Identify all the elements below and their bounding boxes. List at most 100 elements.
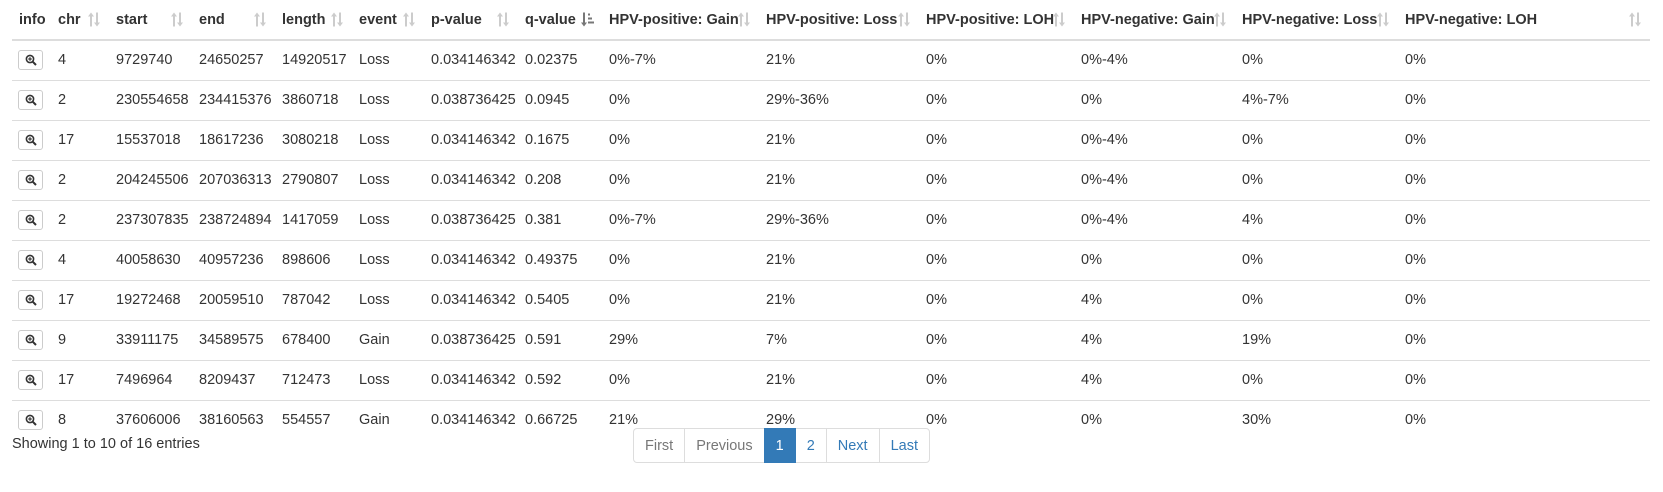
cell-hpv-positive-loh: 0% bbox=[919, 239, 1074, 280]
cell-hpv-negative-loss: 4%-7% bbox=[1235, 79, 1398, 120]
cell-hpv-positive-loh: 0% bbox=[919, 359, 1074, 400]
cell-start: 15537018 bbox=[109, 119, 192, 160]
cell-hpv-negative-loh: 0% bbox=[1398, 159, 1650, 200]
cell-end: 20059510 bbox=[192, 279, 275, 320]
row-info-button[interactable] bbox=[18, 90, 43, 110]
column-header-chr[interactable]: chr bbox=[51, 0, 109, 41]
pagination-next[interactable]: Next bbox=[825, 428, 880, 463]
info-cell bbox=[12, 199, 51, 240]
row-info-button[interactable] bbox=[18, 170, 43, 190]
cell-q-value: 0.592 bbox=[518, 359, 602, 400]
cell-chr: 2 bbox=[51, 79, 109, 120]
cell-hpv-positive-loss: 21% bbox=[759, 239, 919, 280]
column-header-hpv-negative-loh[interactable]: HPV-negative: LOH bbox=[1398, 0, 1650, 41]
row-info-button[interactable] bbox=[18, 410, 43, 431]
cell-hpv-positive-loss: 21% bbox=[759, 159, 919, 200]
column-header-hpv-positive-loh[interactable]: HPV-positive: LOH bbox=[919, 0, 1074, 41]
cell-q-value: 0.208 bbox=[518, 159, 602, 200]
column-header-label: HPV-negative: LOH bbox=[1405, 11, 1538, 28]
column-header-info: info bbox=[12, 0, 51, 41]
cell-p-value: 0.034146342 bbox=[431, 52, 516, 69]
cell-length: 2790807 bbox=[275, 159, 352, 200]
cell-hpv-positive-loss: 21% bbox=[759, 279, 919, 320]
column-header-event[interactable]: event bbox=[352, 0, 424, 41]
row-info-button[interactable] bbox=[18, 130, 43, 150]
cell-p-value: 0.038736425 bbox=[424, 319, 518, 360]
cell-hpv-negative-loss: 30% bbox=[1235, 399, 1398, 440]
cell-end: 234415376 bbox=[192, 79, 275, 120]
cell-event: Loss bbox=[352, 79, 424, 120]
column-header-label: HPV-positive: Loss bbox=[766, 11, 898, 28]
cell-chr: 8 bbox=[51, 399, 109, 440]
cell-hpv-positive-loh: 0% bbox=[919, 279, 1074, 320]
row-info-button[interactable] bbox=[18, 210, 43, 230]
column-header-label: start bbox=[116, 11, 148, 28]
cell-hpv-negative-loh: 0% bbox=[1398, 399, 1650, 440]
table-row: 4 40058630 40957236 898606 Loss 0.034146342 0.… bbox=[12, 239, 1650, 280]
pagination-last[interactable]: Last bbox=[878, 428, 931, 463]
cell-start: 9729740 bbox=[116, 52, 173, 69]
cell-length: 787042 bbox=[275, 279, 352, 320]
cell-length: 3860718 bbox=[275, 79, 352, 120]
column-header-hpv-negative-loss[interactable]: HPV-negative: Loss bbox=[1235, 0, 1398, 41]
column-header-end[interactable]: end bbox=[192, 0, 275, 41]
cell-q-value: 0.1675 bbox=[518, 119, 602, 160]
row-info-button[interactable] bbox=[18, 370, 43, 390]
info-cell bbox=[12, 119, 51, 160]
row-info-button[interactable] bbox=[18, 250, 43, 270]
column-header-label: p-value bbox=[431, 11, 482, 28]
cell-hpv-negative-gain: 0% bbox=[1074, 79, 1235, 120]
cell-hpv-negative-loss: 0% bbox=[1235, 239, 1398, 280]
cell-hpv-negative-gain: 4% bbox=[1074, 279, 1235, 320]
column-header-p-value[interactable]: p-value bbox=[424, 0, 518, 41]
cell-hpv-negative-loh: 0% bbox=[1405, 52, 1426, 69]
cell-start: 33911175 bbox=[109, 319, 192, 360]
row-info-button[interactable] bbox=[18, 330, 43, 350]
cell-end: 24650257 bbox=[199, 52, 264, 69]
cell-hpv-negative-loss: 4% bbox=[1235, 199, 1398, 240]
cell-hpv-positive-gain: 0%-7% bbox=[609, 52, 656, 69]
column-header-label: end bbox=[199, 11, 225, 28]
info-cell bbox=[12, 359, 51, 400]
cell-hpv-positive-gain: 0%-7% bbox=[602, 199, 759, 240]
row-info-button[interactable] bbox=[18, 290, 43, 310]
row-info-button[interactable] bbox=[18, 50, 43, 71]
column-header-hpv-positive-loss[interactable]: HPV-positive: Loss bbox=[759, 0, 919, 41]
cell-start: 37606006 bbox=[109, 399, 192, 440]
column-header-hpv-positive-gain[interactable]: HPV-positive: Gain bbox=[602, 0, 759, 41]
cell-hpv-negative-gain: 0%-4% bbox=[1074, 119, 1235, 160]
column-header-hpv-negative-gain[interactable]: HPV-negative: Gain bbox=[1074, 0, 1235, 41]
column-header-length[interactable]: length bbox=[275, 0, 352, 41]
pagination-first: First bbox=[633, 428, 686, 463]
cell-p-value: 0.038736425 bbox=[424, 199, 518, 240]
cell-p-value: 0.034146342 bbox=[424, 239, 518, 280]
cell-hpv-positive-loss: 29%-36% bbox=[759, 199, 919, 240]
cell-hpv-positive-loss: 21% bbox=[759, 359, 919, 400]
column-header-q-value[interactable]: q-value bbox=[518, 0, 602, 41]
table-header: info chr start end length event p-value q-value… bbox=[12, 0, 1650, 41]
cell-q-value: 0.5405 bbox=[518, 279, 602, 320]
cell-hpv-negative-loss: 0% bbox=[1235, 159, 1398, 200]
table-info: Showing 1 to 10 of 16 entries bbox=[12, 436, 200, 452]
cell-end: 34589575 bbox=[192, 319, 275, 360]
cell-hpv-negative-gain: 4% bbox=[1074, 359, 1235, 400]
sort-both-icon bbox=[1214, 11, 1227, 28]
zoom-in-icon bbox=[25, 214, 37, 226]
cell-start: 19272468 bbox=[109, 279, 192, 320]
cell-hpv-negative-loh: 0% bbox=[1398, 199, 1650, 240]
cell-hpv-negative-loss: 0% bbox=[1235, 279, 1398, 320]
cell-length: 712473 bbox=[275, 359, 352, 400]
table-row: 4 9729740 24650257 14920517 Loss 0.034146342 0… bbox=[12, 40, 1650, 80]
column-header-start[interactable]: start bbox=[109, 0, 192, 41]
cell-hpv-negative-gain: 0%-4% bbox=[1081, 52, 1128, 69]
cell-p-value: 0.034146342 bbox=[424, 279, 518, 320]
cell-q-value: 0.66725 bbox=[518, 399, 602, 440]
column-header-label: HPV-negative: Loss bbox=[1242, 11, 1378, 28]
sort-both-icon bbox=[1629, 11, 1642, 28]
pagination-1[interactable]: 1 bbox=[763, 428, 796, 463]
zoom-in-icon bbox=[25, 54, 37, 66]
cell-p-value: 0.034146342 bbox=[424, 359, 518, 400]
pagination-2[interactable]: 2 bbox=[794, 428, 827, 463]
sort-both-icon bbox=[497, 11, 510, 28]
sort-both-icon bbox=[738, 11, 751, 28]
